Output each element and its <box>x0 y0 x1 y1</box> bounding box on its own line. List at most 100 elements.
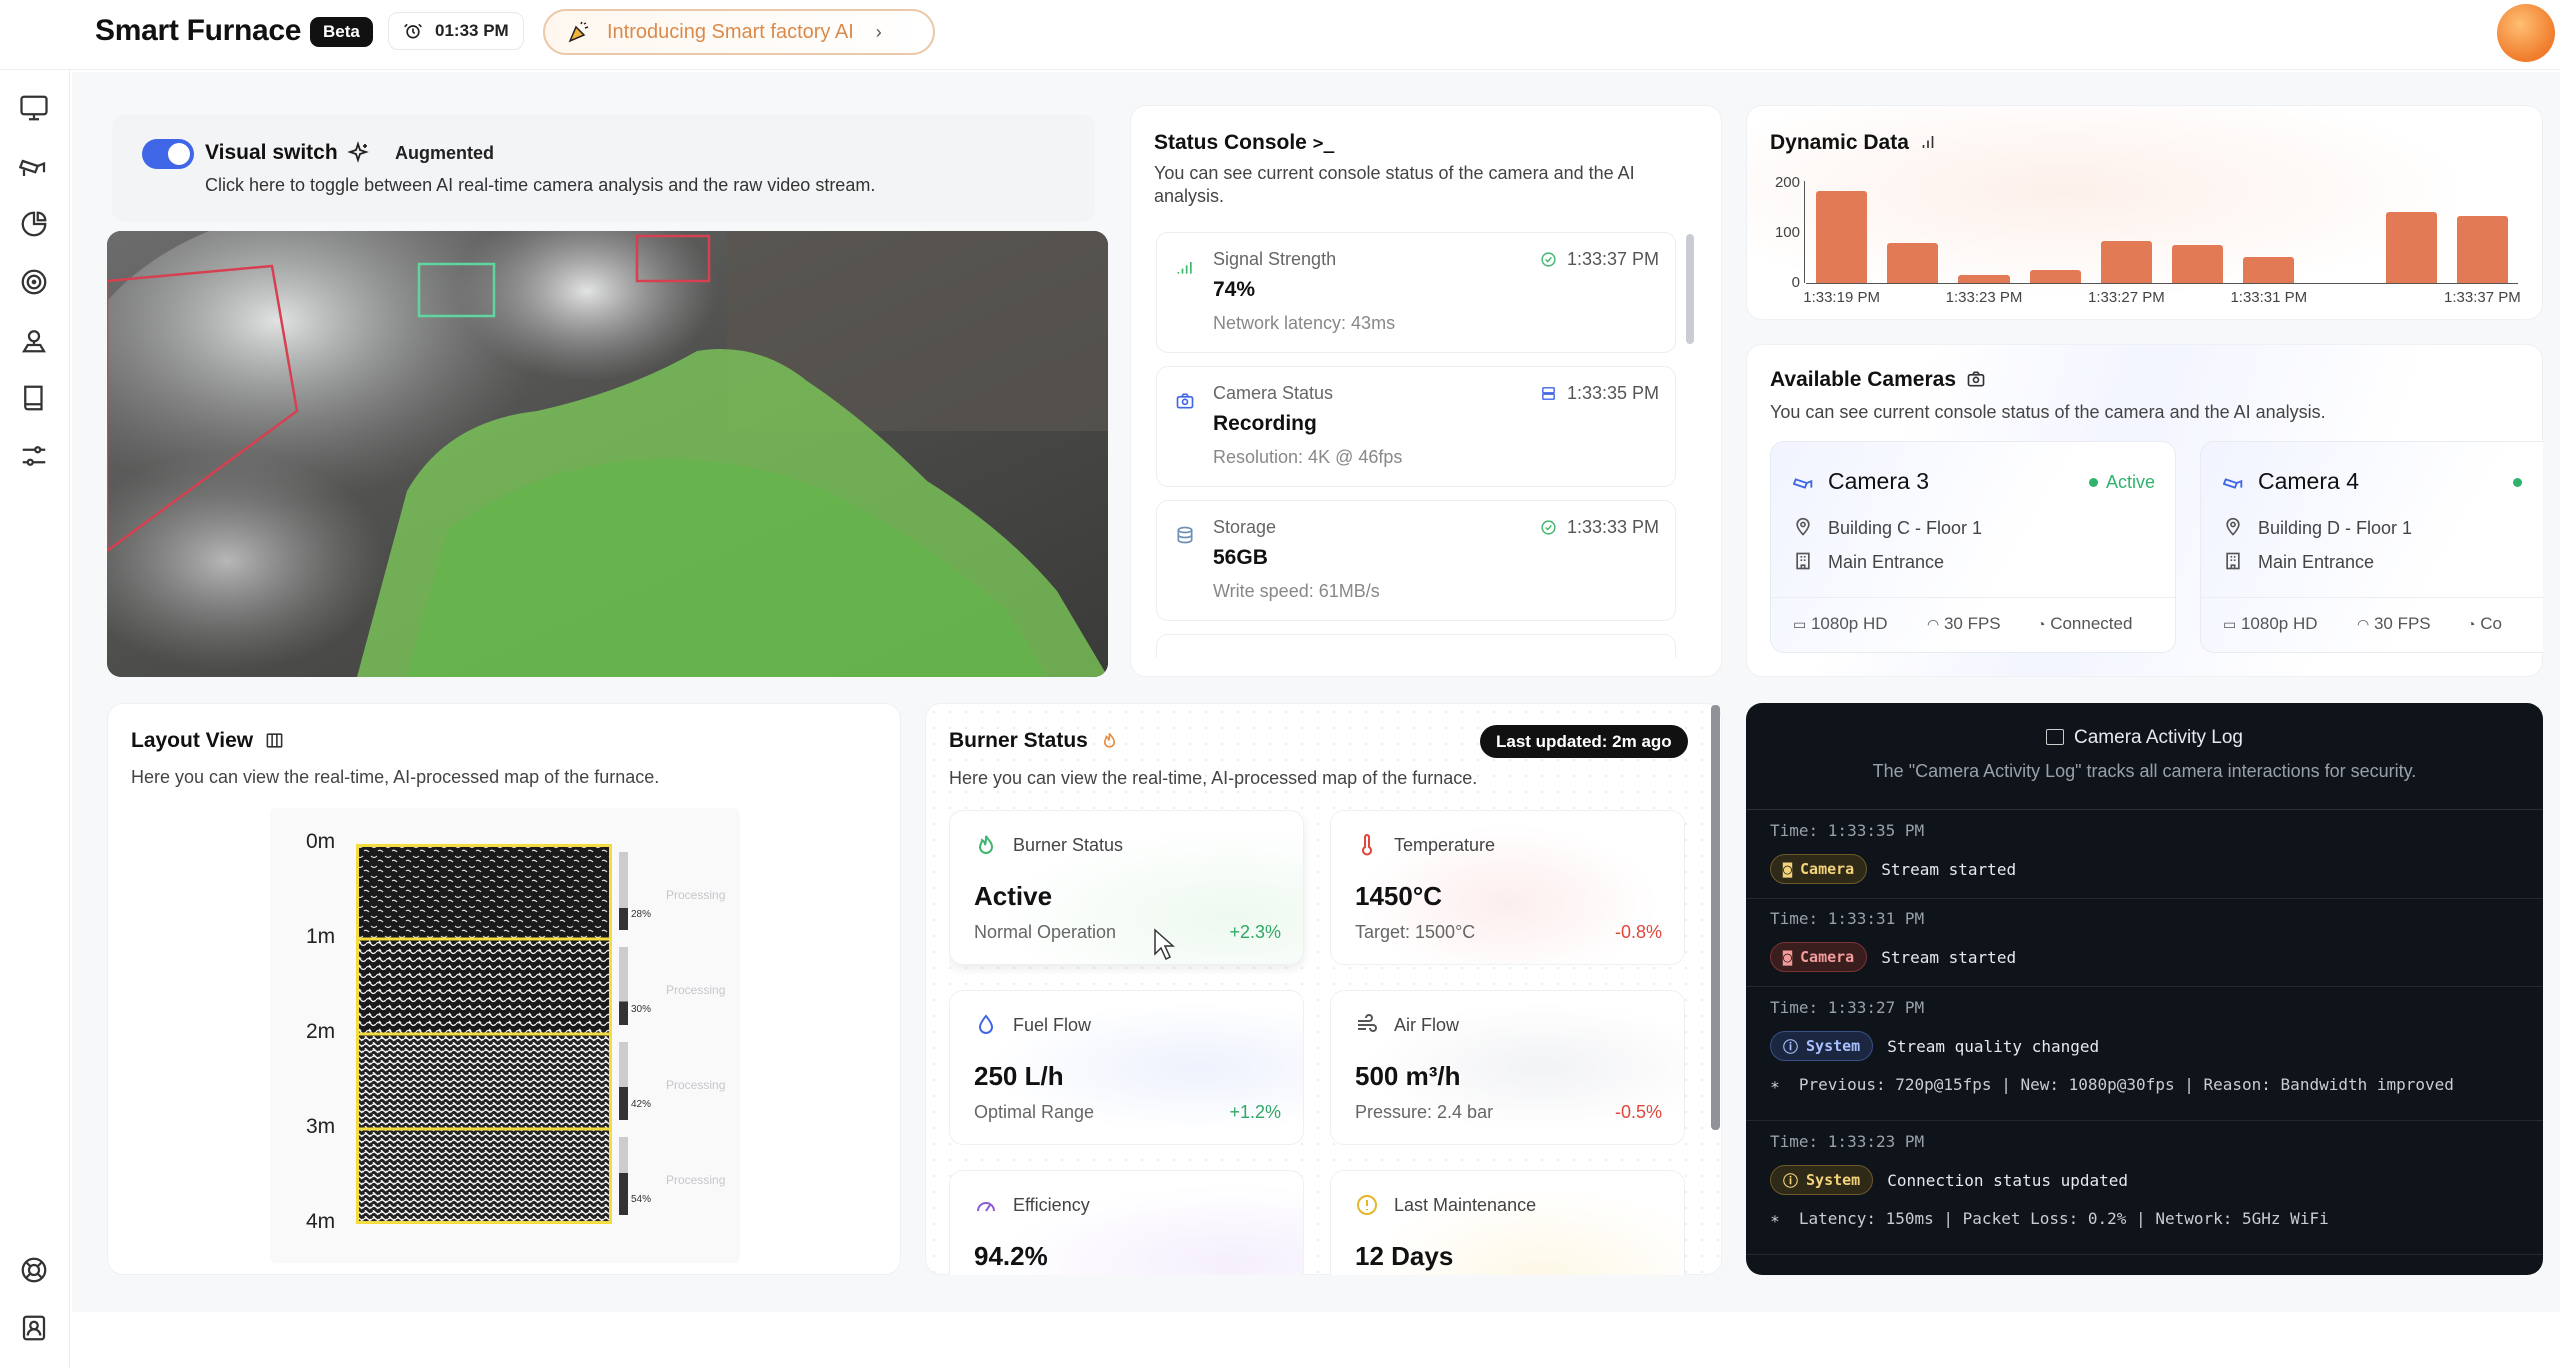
activity-log-description: The "Camera Activity Log" tracks all cam… <box>1872 761 2417 781</box>
metric-temperature[interactable]: Temperature 1450°C Target: 1500°C -0.8% <box>1330 810 1685 965</box>
camera-icon: ◙ <box>1783 860 1793 878</box>
log-message: Stream quality changed <box>1887 1036 2100 1056</box>
log-tag-system: ⓘ System <box>1770 1165 1874 1195</box>
cameras-title: Available Cameras <box>1770 368 1986 392</box>
status-console-title: Status Console >_ <box>1154 131 1335 154</box>
camera-fps: ◠ 30 FPS <box>2357 614 2431 633</box>
help-icon[interactable] <box>16 1252 52 1288</box>
progress-bar-section <box>619 852 628 930</box>
building-icon <box>2226 552 2240 570</box>
contacts-icon[interactable] <box>16 1310 52 1346</box>
gauge-icon: ◠ <box>1927 616 1940 632</box>
console-item-storage[interactable]: Storage 56GB Write speed: 61MB/s 1:33:33… <box>1156 500 1676 621</box>
log-time: Time: 1:33:35 PM <box>1770 821 1925 840</box>
log-message: Connection status updated <box>1887 1170 2129 1190</box>
chart-bar[interactable] <box>1958 274 2010 283</box>
metric-value: 12 Days <box>1355 1241 1454 1271</box>
chart-bar[interactable] <box>2029 269 2081 283</box>
book-icon[interactable] <box>16 380 52 416</box>
chart-bar[interactable] <box>2456 215 2509 283</box>
visual-switch-panel[interactable]: Visual switch Augmented Click here to to… <box>112 115 1095 222</box>
metric-burner-status[interactable]: Burner Status Active Normal Operation +2… <box>949 810 1304 965</box>
server-icon <box>1542 387 1555 400</box>
chart-x-tick: 1:33:31 PM <box>2230 289 2308 306</box>
chart-bar[interactable] <box>2385 211 2437 283</box>
activity-log-title: Camera Activity Log <box>1746 727 2543 749</box>
target-icon[interactable] <box>16 264 52 300</box>
avatar[interactable] <box>2497 4 2555 62</box>
camera-card-4[interactable]: Camera 4 Building D - Floor 1 Main Entra… <box>2200 441 2543 653</box>
flame-icon <box>978 835 994 854</box>
sliders-icon[interactable] <box>16 438 52 474</box>
metric-value: 1450°C <box>1355 881 1443 911</box>
app-title: Smart Furnace <box>95 14 302 47</box>
depth-label: 4m <box>306 1210 336 1233</box>
progress-bar-section <box>619 1042 628 1120</box>
console-item-camera[interactable]: Camera Status Recording Resolution: 4K @… <box>1156 366 1676 487</box>
chart-x-tick: 1:33:27 PM <box>2088 289 2165 306</box>
chart-y-axis <box>1804 181 1805 283</box>
chart-y-tick: 100 <box>1774 224 1800 241</box>
log-entry[interactable]: Time: 1:33:31 PM ◙ Camera Stream started <box>1770 909 2530 972</box>
burner-metrics: Burner Status Active Normal Operation +2… <box>949 810 1693 1275</box>
section-percent: 54% <box>631 1194 652 1205</box>
sparkle-icon <box>347 141 369 163</box>
console-scrollbar[interactable] <box>1686 234 1694 344</box>
metric-value: 500 m³/h <box>1355 1061 1461 1091</box>
log-tag-camera: ◙ Camera <box>1770 854 1868 884</box>
console-item-signal[interactable]: Signal Strength 74% Network latency: 43m… <box>1156 232 1676 353</box>
depth-label: 1m <box>306 925 336 948</box>
status-console-description: You can see current console status of th… <box>1154 163 1635 206</box>
pie-chart-icon[interactable] <box>16 206 52 242</box>
camera-resolution: ▭ 1080p HD <box>1793 614 1888 633</box>
visual-toggle[interactable] <box>142 139 194 169</box>
metric-fuel-flow[interactable]: Fuel Flow 250 L/h Optimal Range +1.2% <box>949 990 1304 1145</box>
monitor-icon: ▭ <box>2223 616 2237 632</box>
database-icon <box>1177 526 1193 544</box>
camera-list: Camera 3 Active Building C - Floor 1 Mai… <box>1770 441 2543 653</box>
console-item-time: 1:33:35 PM <box>1540 383 1659 404</box>
chart-bar[interactable] <box>2243 256 2295 283</box>
log-message: Stream started <box>1881 859 2017 879</box>
chart-bar[interactable] <box>1815 190 1868 283</box>
location-pin-icon[interactable] <box>16 322 52 358</box>
log-entry[interactable]: Time: 1:33:23 PM ⓘ System Connection statu… <box>1770 1132 2530 1228</box>
burner-status-title: Burner Status <box>949 729 1119 753</box>
metric-label: Air Flow <box>1394 1015 1460 1035</box>
chart-bar[interactable] <box>2100 240 2153 283</box>
metric-delta: +1.2% <box>1229 1102 1281 1122</box>
chart-bar[interactable] <box>1887 243 1939 283</box>
metric-label: Efficiency <box>1013 1195 1090 1215</box>
log-entry[interactable]: Time: 1:33:27 PM ⓘ System Stream quality c… <box>1770 998 2530 1094</box>
camera-icon: ◙ <box>1783 948 1793 966</box>
metric-last-maintenance[interactable]: Last Maintenance 12 Days <box>1330 1170 1685 1275</box>
metric-air-flow[interactable]: Air Flow 500 m³/h Pressure: 2.4 bar -0.5… <box>1330 990 1685 1145</box>
metric-delta: -0.5% <box>1614 1102 1662 1122</box>
console-item-time: 1:33:33 PM <box>1540 517 1659 538</box>
section-state: Processing <box>666 1078 726 1092</box>
promo-text: Introducing Smart factory AI <box>607 20 854 43</box>
camera-connection: ◔ Connected <box>2037 614 2133 633</box>
monitor-icon[interactable] <box>16 90 52 126</box>
chevron-right-icon: › <box>875 21 882 42</box>
terminal-icon: >_ <box>1312 133 1335 154</box>
metric-efficiency[interactable]: Efficiency 94.2% <box>949 1170 1304 1275</box>
console-item-label: Camera Status <box>1213 383 1334 403</box>
console-item-sub: Write speed: 61MB/s <box>1213 581 1380 601</box>
camera-feed[interactable] <box>107 231 1108 677</box>
visual-switch-description: Click here to toggle between AI real-tim… <box>205 175 876 195</box>
thermometer-icon <box>1362 834 1372 856</box>
furnace-map[interactable]: 0m 1m 2m 3m 4m 28% 30% 42% 54% Processin… <box>270 808 740 1263</box>
map-pin-icon <box>1796 517 1810 536</box>
section-percent: 28% <box>631 909 652 920</box>
burner-scrollbar[interactable] <box>1711 705 1720 1130</box>
console-item-value: 74% <box>1213 278 1256 301</box>
chart-bar[interactable] <box>2171 245 2224 283</box>
promo-banner[interactable]: Introducing Smart factory AI › <box>543 9 935 55</box>
console-item-sub: Resolution: 4K @ 46fps <box>1213 447 1403 467</box>
log-entry[interactable]: Time: 1:33:35 PM ◙ Camera Stream started <box>1770 821 2530 884</box>
camera-card-3[interactable]: Camera 3 Active Building C - Floor 1 Mai… <box>1770 441 2176 653</box>
sidebar <box>0 70 70 1368</box>
camera-icon[interactable] <box>16 148 52 184</box>
camera-resolution: ▭ 1080p HD <box>2223 614 2318 633</box>
